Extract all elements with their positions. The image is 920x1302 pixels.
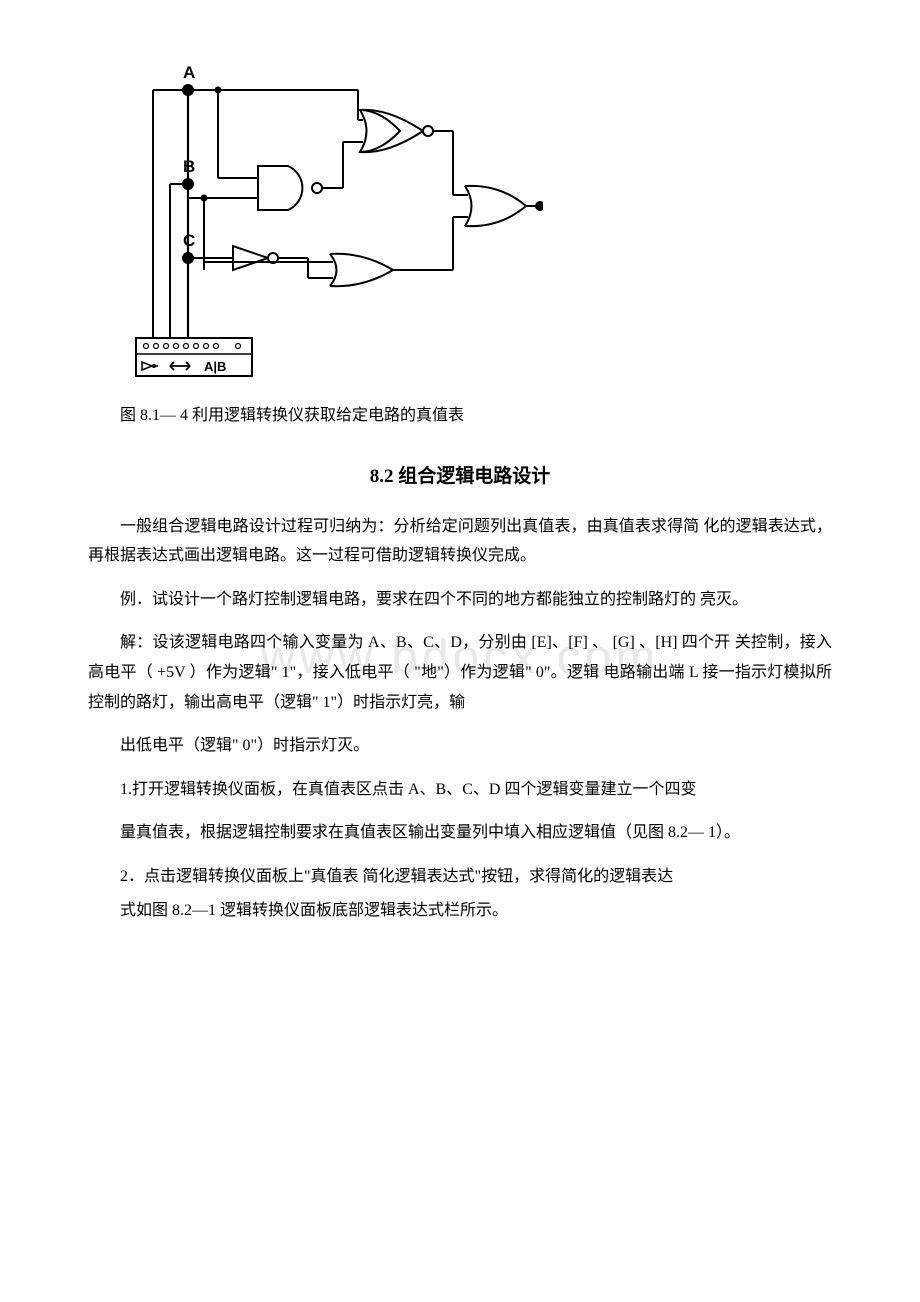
paragraph-4: 出低电平（逻辑" 0"）时指示灯灭。 — [88, 731, 832, 761]
nor-bubble — [423, 126, 433, 136]
logic-circuit-svg: A B C — [128, 60, 543, 380]
nor-gate-outer — [360, 110, 423, 152]
input-label-a: A — [183, 63, 195, 82]
input-label-b: B — [183, 157, 195, 176]
paragraph-3: 解：设该逻辑电路四个输入变量为 A、B、C、D，分别由 [E]、[F] 、 [G… — [88, 628, 832, 717]
paragraph-1: 一般组合逻辑电路设计过程可归纳为：分析给定问题列出真值表，由真值表求得简 化的逻… — [88, 512, 832, 571]
input-label-c: C — [183, 231, 195, 250]
converter-label: A|B — [204, 359, 226, 374]
circuit-diagram: A B C — [128, 60, 832, 385]
section-heading: 8.2 组合逻辑电路设计 — [88, 461, 832, 488]
paragraph-5: 1.打开逻辑转换仪面板，在真值表区点击 A、B、C、D 四个逻辑变量建立一个四变 — [88, 775, 832, 805]
figure-caption: 图 8.1— 4 利用逻辑转换仪获取给定电路的真值表 — [88, 403, 832, 429]
or-gate-body — [330, 254, 393, 286]
nand-gate — [258, 166, 302, 210]
paragraph-8: 式如图 8.2—1 逻辑转换仪面板底部逻辑表达式栏所示。 — [88, 896, 832, 926]
paragraph-7: 2．点击逻辑转换仪面板上"真值表 简化逻辑表达式"按钮，求得简化的逻辑表达 — [88, 862, 832, 892]
paragraph-6: 量真值表，根据逻辑控制要求在真值表区输出变量列中填入相应逻辑值（见图 8.2— … — [88, 818, 832, 848]
document-content: A B C — [88, 60, 832, 925]
output-node — [535, 201, 543, 211]
final-or-body — [465, 186, 526, 226]
paragraph-2: 例．试设计一个路灯控制逻辑电路，要求在四个不同的地方都能独立的控制路灯的 亮灭。 — [88, 585, 832, 615]
nand-bubble — [312, 183, 322, 193]
final-or-back — [465, 186, 472, 226]
not-gate — [233, 246, 268, 270]
